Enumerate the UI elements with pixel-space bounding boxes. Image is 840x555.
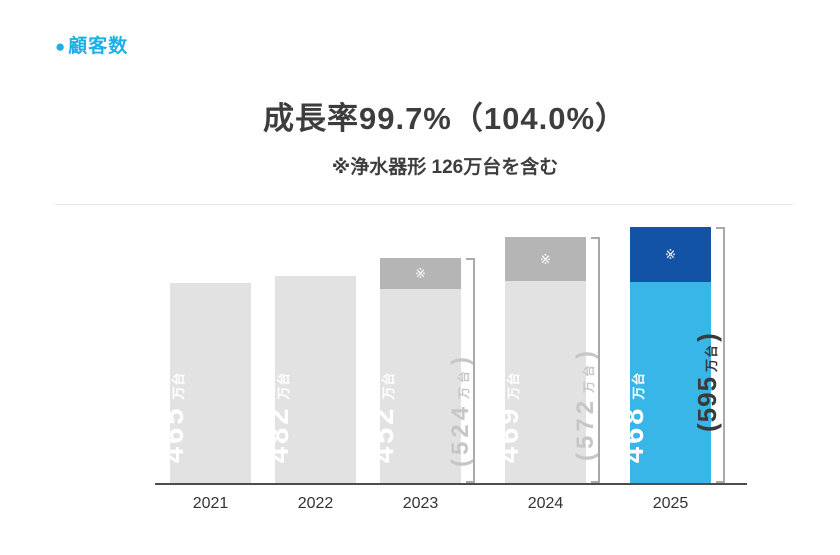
bar-value-label: 469 万台 [493,372,530,463]
total-bracket-label: (524 万台) [446,353,479,467]
bar-value-label: 468 万台 [618,372,655,463]
bracket-total-unit: 万台 [704,343,719,372]
reference-mark-icon: ※ [540,251,551,267]
bullet-icon: ● [55,37,67,56]
bracket-close-paren: ) [692,332,722,342]
bar-column: ※ 468 万台 [618,227,711,483]
chart-canvas: 465 万台 2021 482 万台 2022 ※ 452 万台 [0,220,840,512]
x-axis-line [155,483,747,485]
bar-value-number: 482 [262,405,295,463]
bar-value-unit: 万台 [170,371,186,400]
bracket-close-paren: ) [572,346,599,359]
chart-subtitle: ※浄水器形 126万台を含む [331,157,559,178]
reference-mark-icon: ※ [415,266,426,281]
bar-value-label: 452 万台 [368,372,405,463]
bar-value-number: 468 [617,405,650,463]
bar-value-unit: 万台 [505,371,521,400]
total-bracket [591,237,600,483]
bar-segment-main: 468 万台 [618,282,711,483]
bracket-total-number: 595 [692,375,722,423]
bar-value-unit: 万台 [630,371,646,400]
horizontal-divider [55,204,793,205]
bar-value-unit: 万台 [275,371,291,400]
bar-value-label: 465 万台 [158,372,195,463]
bracket-open-paren: ( [447,455,474,467]
bar-value-unit: 万台 [380,371,396,400]
total-bracket-label: (572 万台) [571,347,604,461]
bracket-total-unit: 万台 [457,366,471,399]
bar-group-2022: 482 万台 2022 [263,276,356,512]
bar-value-number: 465 [157,405,190,463]
bar-group-2024: ※ 469 万台 (572 万台) 2024 [493,237,600,512]
bar-segment-cap: ※ [630,227,711,282]
x-axis-label-2024: 2024 [527,495,564,512]
bar-value-number: 452 [367,405,400,463]
section-header-label: 顧客数 [68,36,129,57]
bar-column: 465 万台 [158,283,251,483]
bar-segment-main: 482 万台 [263,276,356,483]
bar-segment-cap: ※ [505,237,586,281]
chart-title: 成長率99.7%（104.0%） [262,101,628,136]
bracket-close-paren: ) [447,352,474,365]
bracket-total-number: 572 [572,396,599,449]
x-axis-label-2021: 2021 [192,495,229,512]
x-axis-label-2025: 2025 [652,495,689,512]
section-header: ● 顧客数 [55,31,128,58]
bar-value-label: 482 万台 [263,372,300,463]
total-bracket-label: (595 万台) [690,332,729,432]
bar-group-2021: 465 万台 2021 [158,283,251,512]
bar-value-number: 469 [492,405,525,463]
bar-column: ※ 469 万台 [493,237,586,483]
bracket-open-paren: ( [572,449,599,461]
reference-mark-icon: ※ [665,247,676,262]
bar-group-2025: ※ 468 万台 (595 万台) 2025 [618,227,725,512]
bar-segment-main: 469 万台 [493,281,586,483]
total-bracket [716,227,725,483]
total-bracket [466,258,475,483]
bar-segment-cap: ※ [380,258,461,289]
bar-segment-main: 465 万台 [158,283,251,483]
bar-segment-main: 452 万台 [368,289,461,483]
bar-column: 482 万台 [263,276,356,483]
bar-column: ※ 452 万台 [368,258,461,483]
bar-group-2023: ※ 452 万台 (524 万台) 2023 [368,258,475,512]
x-axis-label-2022: 2022 [297,495,334,512]
bracket-open-paren: ( [692,422,722,432]
bracket-total-unit: 万台 [582,360,596,393]
bracket-total-number: 524 [447,402,474,455]
x-axis-label-2023: 2023 [402,495,439,512]
